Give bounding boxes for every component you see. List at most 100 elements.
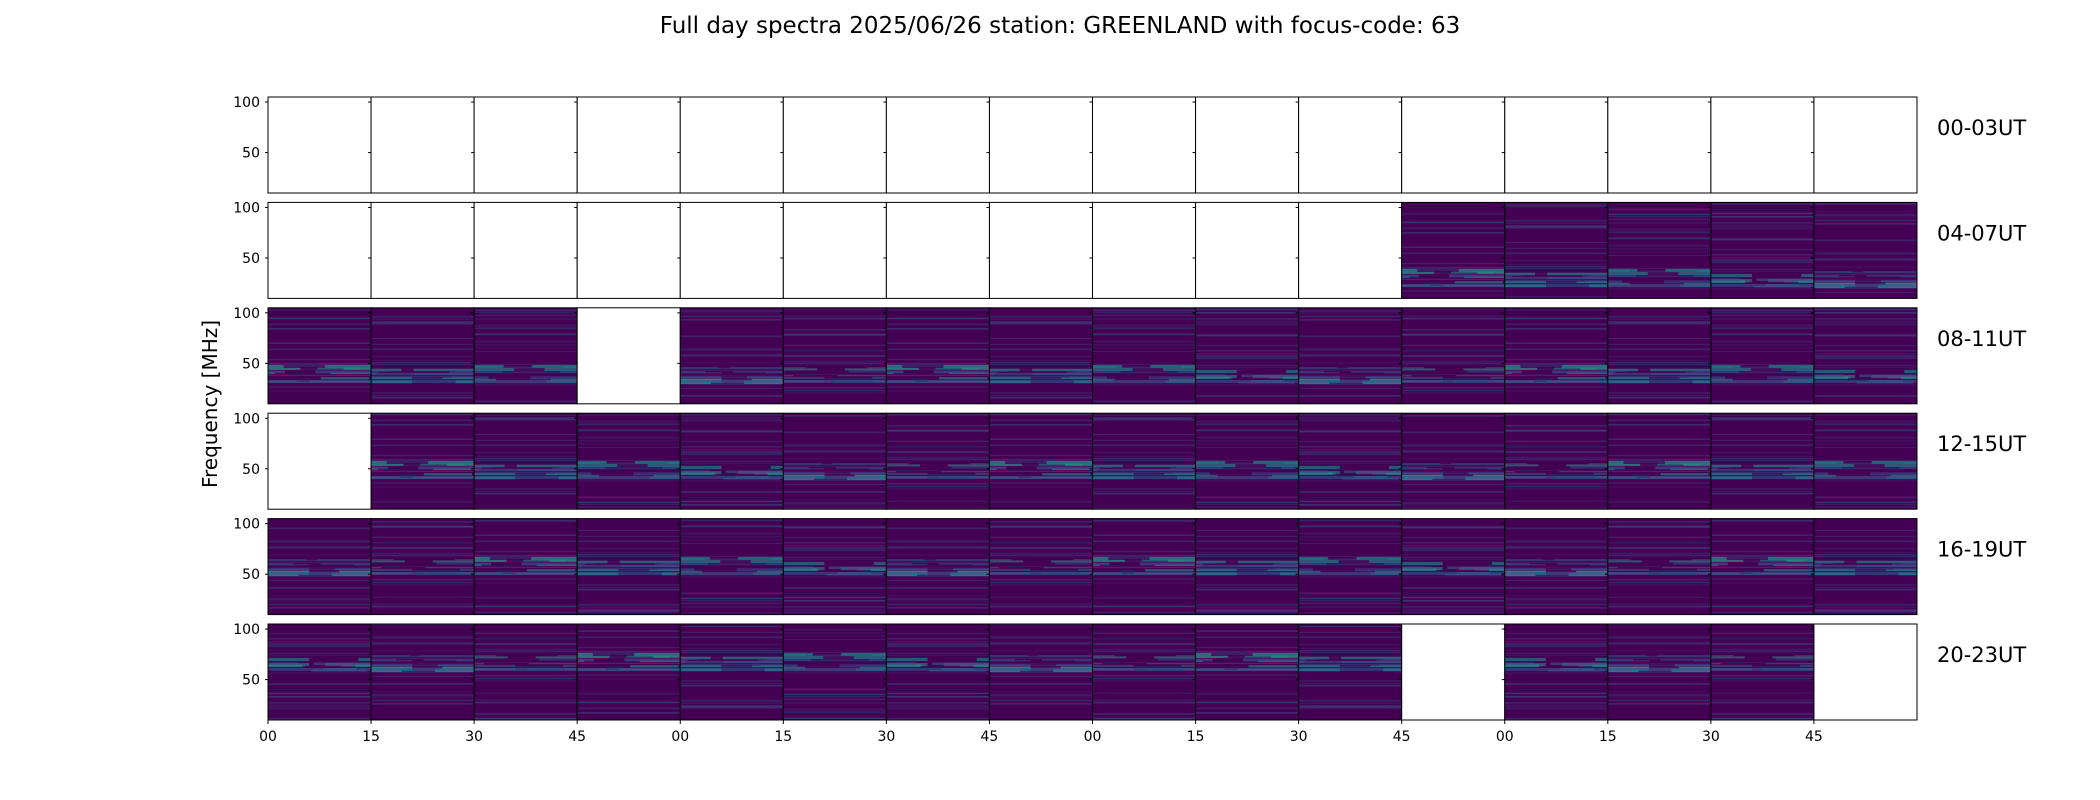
spectrogram-panel (1195, 518, 1300, 616)
empty-panel (370, 96, 475, 194)
spectrogram-panel (1401, 201, 1506, 299)
empty-panel (782, 96, 887, 194)
spectrogram-panel (267, 307, 372, 405)
spectrogram-panel (1195, 307, 1300, 405)
spectrogram-panel (1710, 201, 1815, 299)
spectrogram-panel (1607, 201, 1712, 299)
y-tick-label: 100 (233, 306, 260, 322)
spectrogram-panel (1813, 518, 1918, 616)
spectrogram-panel (1401, 518, 1506, 616)
spectrogram-panel (679, 412, 784, 510)
spectrogram-panel (1504, 518, 1609, 616)
spectrogram-panel (1092, 412, 1197, 510)
spectrogram-panel (1195, 412, 1300, 510)
spectrogram-panel (1607, 623, 1712, 721)
row-20-23UT: 100 50 20-23UT (233, 622, 2026, 721)
x-tick-label: 45 (1393, 729, 1411, 745)
x-tick-label: 45 (981, 729, 999, 745)
empty-panel (1401, 623, 1506, 721)
empty-panel (267, 412, 372, 510)
empty-panel (1195, 96, 1300, 194)
x-tick-label: 45 (1805, 729, 1823, 745)
row-label: 04-07UT (1937, 221, 2026, 245)
row-label: 00-03UT (1937, 116, 2026, 140)
spectrogram-panel (988, 518, 1093, 616)
spectrogram-panel (1813, 201, 1918, 299)
spectrogram-panel (1504, 201, 1609, 299)
empty-panel (679, 96, 784, 194)
row-16-19UT: 100 50 16-19UT (233, 517, 2026, 616)
spectrogram-panel (1813, 412, 1918, 510)
spectrogram-panel (988, 307, 1093, 405)
spectrogram-panel (1092, 518, 1197, 616)
spectrogram-panel (782, 518, 887, 616)
x-tick-label: 00 (671, 729, 689, 745)
row-12-15UT: 100 50 12-15UT (233, 411, 2026, 510)
spectrogram-panel (473, 412, 578, 510)
spectrogram-panel (370, 307, 475, 405)
spectrogram-panel (1607, 518, 1712, 616)
x-tick-label: 00 (1084, 729, 1102, 745)
y-tick-label: 50 (242, 356, 260, 372)
row-label: 16-19UT (1937, 538, 2026, 562)
empty-panel (267, 201, 372, 299)
spectrogram-panel (473, 518, 578, 616)
empty-panel (1092, 96, 1197, 194)
y-tick-label: 100 (233, 622, 260, 638)
spectrogram-panel (473, 307, 578, 405)
x-axis: 00 15 30 45 00 15 30 45 00 15 30 45 00 15 30 45 (259, 720, 1823, 745)
empty-panel (1401, 96, 1506, 194)
spectrogram-panel (1710, 307, 1815, 405)
row-04-07UT: 100 50 04-07UT (233, 200, 2026, 299)
spectrogram-panel (679, 623, 784, 721)
x-tick-label: 30 (465, 729, 483, 745)
spectrogram-panel (782, 412, 887, 510)
empty-panel (988, 96, 1093, 194)
row-08-11UT: 100 50 08-11UT (233, 306, 2026, 405)
spectrogram-panel (782, 623, 887, 721)
y-axis-label: Frequency [MHz] (198, 320, 222, 488)
x-tick-label: 15 (1599, 729, 1617, 745)
row-label: 12-15UT (1937, 432, 2026, 456)
spectrogram-panel (1710, 623, 1815, 721)
x-tick-label: 30 (877, 729, 895, 745)
spectrogram-panel (1195, 623, 1300, 721)
chart-title: Full day spectra 2025/06/26 station: GRE… (660, 13, 1461, 39)
empty-panel (988, 201, 1093, 299)
empty-panel (1710, 96, 1815, 194)
spectrogram-panel (1813, 307, 1918, 405)
spectrogram-panel (885, 412, 990, 510)
spectrogram-panel (576, 623, 681, 721)
x-tick-label: 45 (568, 729, 586, 745)
empty-panel (885, 201, 990, 299)
spectrogram-panel (1401, 412, 1506, 510)
spectrogram-panel (1504, 623, 1609, 721)
spectrogram-panel (679, 307, 784, 405)
spectrogram-panel (1710, 518, 1815, 616)
x-tick-label: 00 (259, 729, 277, 745)
empty-panel (1092, 201, 1197, 299)
spectrogram-panel (1607, 307, 1712, 405)
spectrogram-panel (267, 623, 372, 721)
spectrogram-panel (370, 518, 475, 616)
empty-panel (679, 201, 784, 299)
y-tick-label: 50 (242, 462, 260, 478)
x-tick-label: 30 (1702, 729, 1720, 745)
x-tick-label: 30 (1290, 729, 1308, 745)
panel-grid: 100 50 00-03UT 100 50 04-07UT 100 50 08-11UT 100 5… (233, 95, 2026, 721)
row-00-03UT: 100 50 00-03UT (233, 95, 2026, 194)
x-tick-label: 15 (362, 729, 380, 745)
y-tick-label: 50 (242, 567, 260, 583)
spectrogram-panel (1298, 412, 1403, 510)
empty-panel (1504, 96, 1609, 194)
empty-panel (576, 96, 681, 194)
spectrogram-panel (1298, 623, 1403, 721)
empty-panel (1813, 96, 1918, 194)
spectrogram-panel (1298, 518, 1403, 616)
empty-panel (370, 201, 475, 299)
spectrogram-panel (1092, 307, 1197, 405)
spectrogram-panel (679, 518, 784, 616)
spectrogram-panel (1607, 412, 1712, 510)
spectrogram-panel (1298, 307, 1403, 405)
spectrogram-panel (267, 518, 372, 616)
